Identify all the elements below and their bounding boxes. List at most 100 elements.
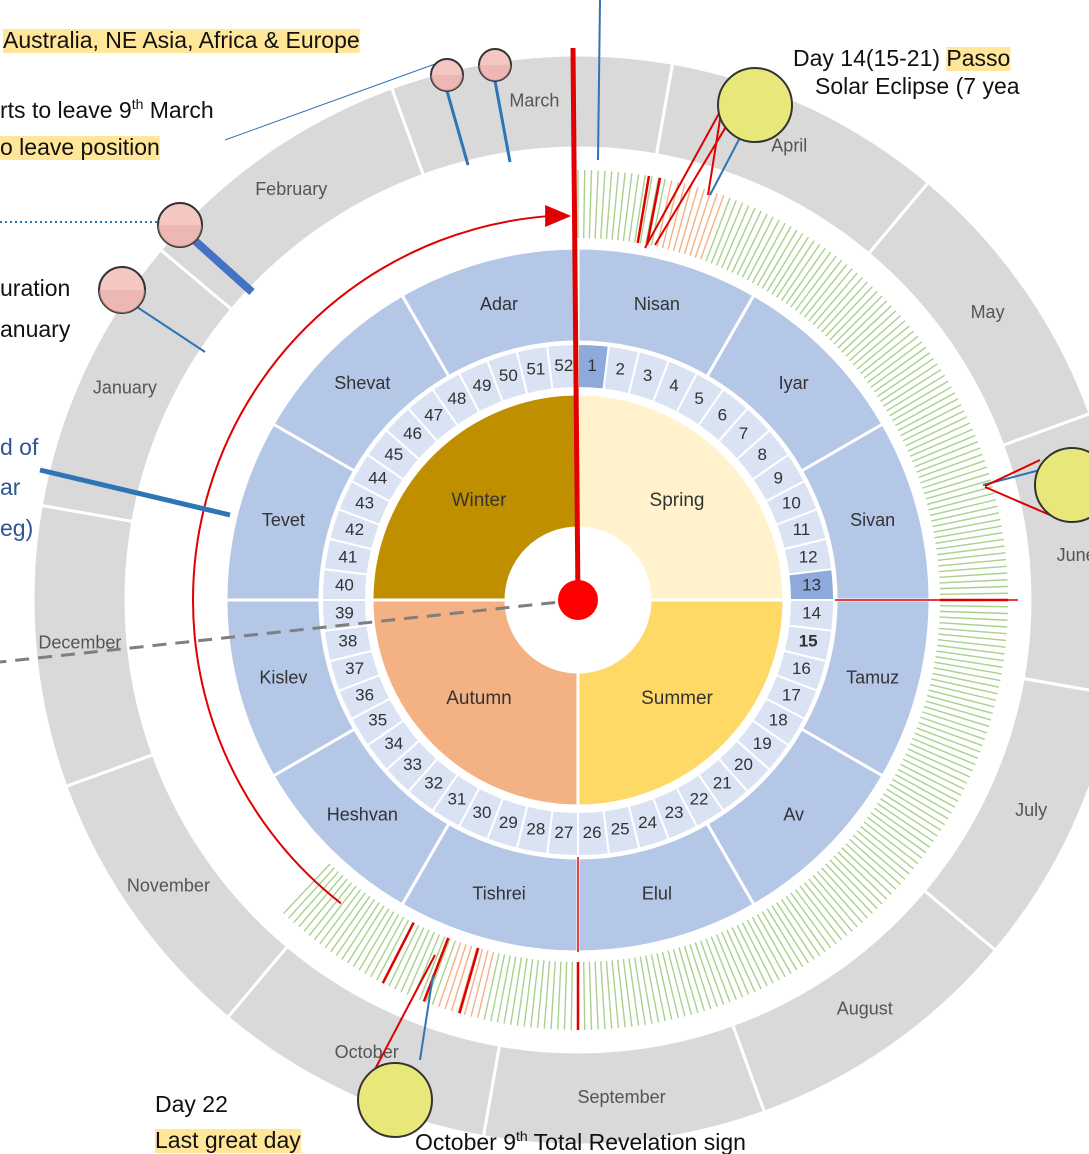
day-tick [785,895,826,953]
day-tick [611,171,620,240]
day-tick [394,927,425,990]
day-tick [766,232,804,292]
day-tick [645,177,660,245]
day-tick [933,667,1001,682]
week-label: 37 [345,659,364,678]
day-tick [926,485,993,506]
day-tick [880,363,938,402]
day-tick [922,466,988,489]
day-tick [939,579,1008,584]
day-tick [852,834,906,880]
day-tick [628,958,640,1026]
day-tick [860,330,915,375]
day-tick [920,716,986,740]
day-tick [877,357,935,398]
week-label: 1 [587,356,596,375]
day-tick [939,592,1008,596]
week-label: 12 [799,547,818,566]
day-tick [931,678,998,695]
day-tick [419,936,446,1001]
day-tick [937,552,1006,561]
day-tick [588,961,593,1030]
day-tick [438,942,462,1008]
day-tick [808,878,853,932]
day-tick [939,572,1008,578]
day-tick [751,916,786,978]
day-tick [920,460,986,484]
annotation-part: Solar Eclipse (7 yea [815,73,1020,99]
annotation-part: rts to leave 9 [0,97,132,123]
month-label: March [509,91,559,111]
day-tick [283,863,331,914]
day-tick [358,911,395,971]
annotation: rts to leave 9th March [0,96,214,123]
day-tick [656,953,673,1020]
day-tick [873,352,931,393]
week-label: 3 [643,366,652,385]
season-label: Autumn [446,688,511,709]
day-tick [633,957,646,1025]
highlight [3,29,360,53]
day-tick [594,170,599,239]
day-tick [870,346,927,388]
day-tick [756,226,792,286]
day-tick [816,276,863,329]
day-tick [689,944,712,1010]
hebrew-month-label: Tevet [262,510,305,530]
day-tick [892,778,952,814]
eclipse-marker [1034,447,1089,523]
week-label: 19 [753,734,772,753]
week-label: 31 [447,790,466,809]
day-tick [914,732,979,759]
day-tick [925,479,992,500]
day-tick [705,197,731,262]
day-tick [699,940,725,1005]
day-tick [771,236,809,295]
week-label: 48 [447,389,466,408]
day-tick [622,959,633,1027]
day-tick [870,812,927,854]
day-tick [588,170,593,239]
day-tick [457,947,478,1014]
day-tick [780,243,821,301]
day-tick [845,310,897,357]
week-label: 11 [793,520,811,539]
connector [445,90,470,166]
day-tick [907,748,971,778]
day-tick [794,255,837,311]
week-label: 41 [338,547,357,566]
day-tick [912,434,976,463]
day-tick [376,919,410,981]
day-tick [873,807,931,848]
week-label: 27 [554,823,573,842]
week-label: 26 [583,823,602,842]
day-tick [741,216,774,278]
day-tick [863,821,919,865]
day-tick [370,916,405,978]
day-tick [683,945,706,1012]
day-tick [905,416,968,447]
connector [419,974,434,1061]
day-tick [600,961,606,1030]
week-label: 30 [473,803,492,822]
day-tick [667,950,686,1017]
day-tick [689,190,712,256]
week-label: 29 [499,813,518,832]
day-tick [914,441,979,468]
week-label: 34 [384,734,403,753]
week-label: 9 [774,468,783,487]
week-label: 16 [792,659,811,678]
week-label: 50 [499,366,518,385]
marker-shade [158,225,202,247]
connector [984,486,1051,516]
annotation: Day 14(15-21) Passo [793,45,1010,71]
red-hub [558,580,598,620]
annotation: uration [0,275,70,301]
day-tick [916,447,981,473]
day-tick [313,885,357,941]
day-tick [825,286,873,337]
day-tick [939,585,1008,590]
day-tick [324,892,366,949]
day-tick [303,878,348,932]
week-label: 13 [802,575,821,594]
